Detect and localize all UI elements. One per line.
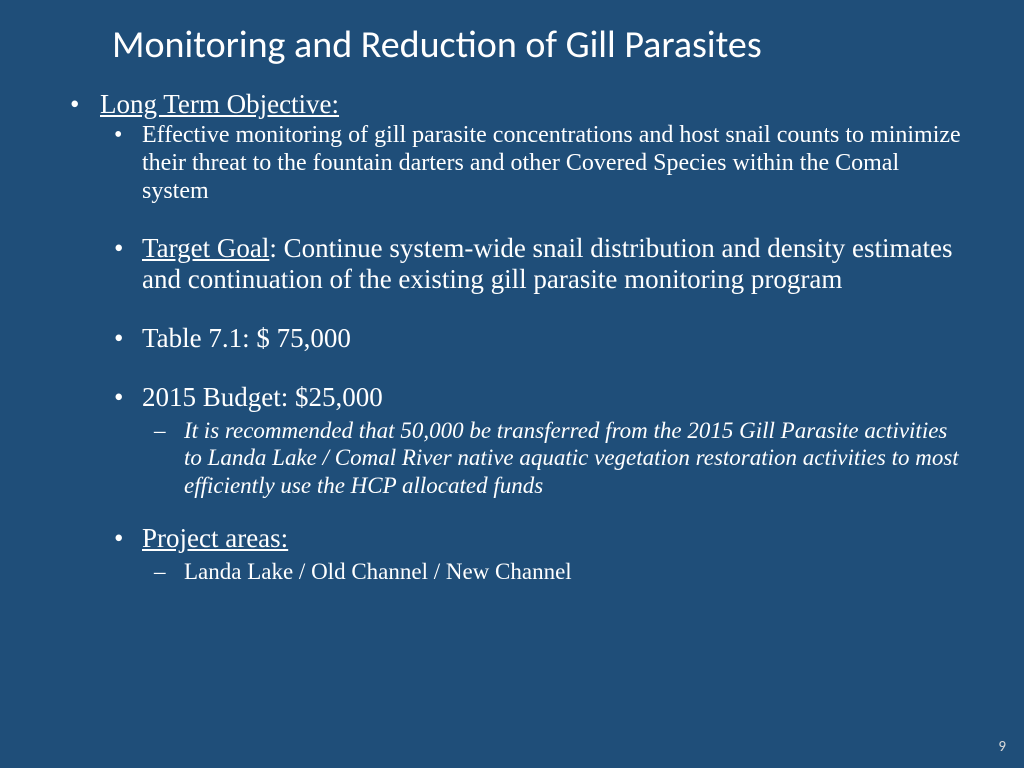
long-term-objective-heading: Long Term Objective: Effective monitorin… — [100, 88, 964, 585]
objective-text: Effective monitoring of gill parasite co… — [142, 122, 964, 205]
target-goal-label: Target Goal — [142, 233, 269, 263]
slide-title: Monitoring and Reduction of Gill Parasit… — [0, 0, 1024, 68]
project-area-landa: Landa Lake / Old Channel / New Channel — [184, 558, 964, 585]
budget-note: It is recommended that 50,000 be transfe… — [184, 417, 964, 498]
page-number: 9 — [998, 738, 1006, 756]
target-goal-item: Target Goal: Continue system-wide snail … — [142, 233, 964, 295]
budget-line-text: 2015 Budget: $25,000 — [142, 382, 383, 412]
table-line: Table 7.1: $ 75,000 — [142, 323, 964, 354]
project-areas-item: Project areas: Landa Lake / Old Channel … — [142, 523, 964, 585]
project-areas-label: Project areas: — [142, 523, 288, 553]
slide-content: Long Term Objective: Effective monitorin… — [0, 68, 1024, 585]
objective-label: Long Term Objective: — [100, 89, 339, 119]
budget-line: 2015 Budget: $25,000 It is recommended t… — [142, 382, 964, 498]
